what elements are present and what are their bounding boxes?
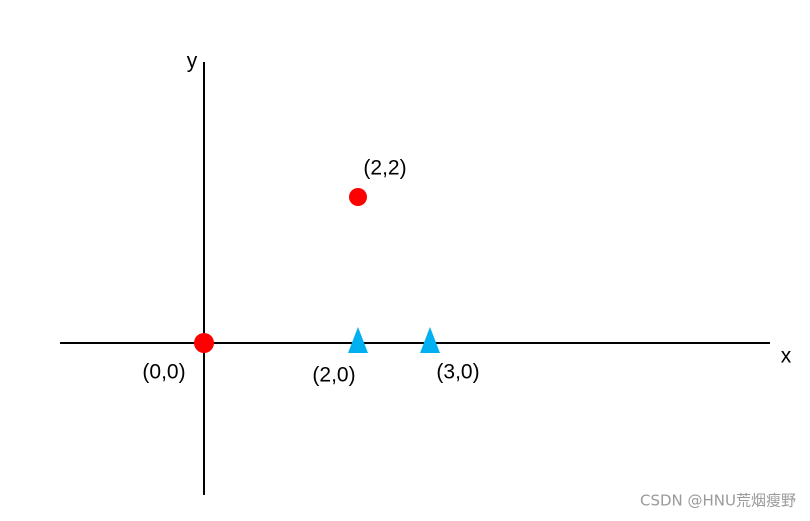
point-label: (2,0): [312, 364, 355, 387]
point-label: (0,0): [142, 361, 185, 384]
point-triangle: [420, 327, 440, 353]
point-circle: [194, 333, 214, 353]
point-label: (2,2): [363, 157, 406, 180]
y-axis-label: y: [187, 50, 198, 73]
point-label: (3,0): [436, 361, 479, 384]
x-axis-label: x: [781, 345, 792, 368]
watermark: CSDN @HNU荒烟瘦野: [640, 492, 796, 510]
point-circle: [349, 188, 367, 206]
point-triangle: [348, 327, 368, 353]
